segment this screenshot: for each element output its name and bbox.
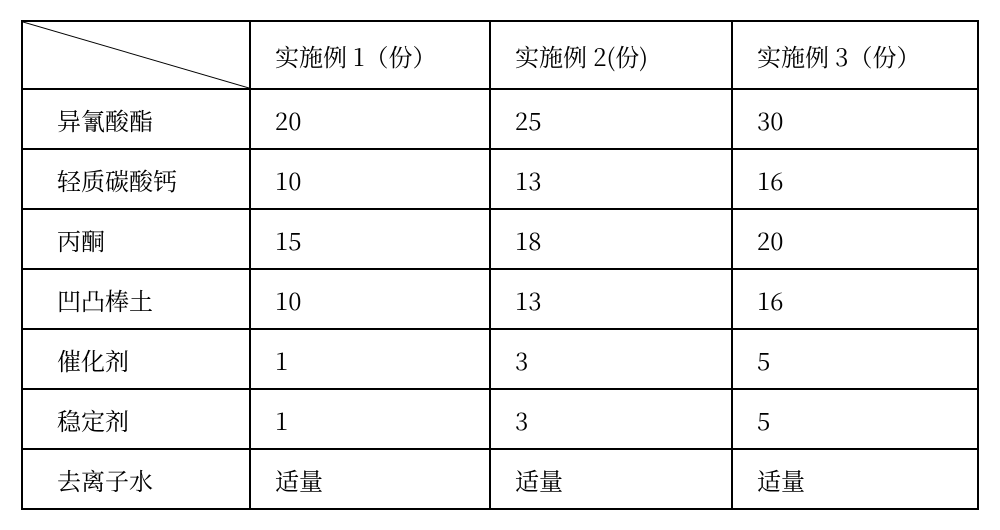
table-row: 凹凸棒土101316: [22, 269, 978, 329]
table-header-row: 实施例 1（份） 实施例 2(份) 实施例 3（份）: [22, 21, 978, 89]
row-label: 异氰酸酯: [22, 89, 250, 149]
row-label: 凹凸棒土: [22, 269, 250, 329]
cell-value: 18: [490, 209, 732, 269]
cell-value: 10: [250, 269, 490, 329]
table-row: 轻质碳酸钙101316: [22, 149, 978, 209]
table-row: 稳定剂135: [22, 389, 978, 449]
col-header-example-2: 实施例 2(份): [490, 21, 732, 89]
cell-value: 30: [732, 89, 978, 149]
cell-value: 适量: [732, 449, 978, 509]
cell-value: 20: [732, 209, 978, 269]
diagonal-line-icon: [23, 22, 249, 88]
cell-value: 适量: [250, 449, 490, 509]
cell-value: 10: [250, 149, 490, 209]
cell-value: 16: [732, 149, 978, 209]
col-header-example-1: 实施例 1（份）: [250, 21, 490, 89]
row-label: 轻质碳酸钙: [22, 149, 250, 209]
cell-value: 5: [732, 389, 978, 449]
cell-value: 适量: [490, 449, 732, 509]
col-header-example-3: 实施例 3（份）: [732, 21, 978, 89]
cell-value: 5: [732, 329, 978, 389]
cell-value: 20: [250, 89, 490, 149]
cell-value: 25: [490, 89, 732, 149]
row-label: 去离子水: [22, 449, 250, 509]
cell-value: 16: [732, 269, 978, 329]
row-label: 催化剂: [22, 329, 250, 389]
cell-value: 15: [250, 209, 490, 269]
cell-value: 3: [490, 329, 732, 389]
table-row: 催化剂135: [22, 329, 978, 389]
table-row: 丙酮151820: [22, 209, 978, 269]
table-body: 异氰酸酯202530轻质碳酸钙101316丙酮151820凹凸棒土101316催…: [22, 89, 978, 509]
table-row: 异氰酸酯202530: [22, 89, 978, 149]
cell-value: 13: [490, 269, 732, 329]
cell-value: 1: [250, 389, 490, 449]
table-row: 去离子水适量适量适量: [22, 449, 978, 509]
row-label: 稳定剂: [22, 389, 250, 449]
cell-value: 3: [490, 389, 732, 449]
row-label: 丙酮: [22, 209, 250, 269]
composition-table: 实施例 1（份） 实施例 2(份) 实施例 3（份） 异氰酸酯202530轻质碳…: [21, 20, 979, 510]
cell-value: 1: [250, 329, 490, 389]
cell-value: 13: [490, 149, 732, 209]
header-diagonal-cell: [22, 21, 250, 89]
